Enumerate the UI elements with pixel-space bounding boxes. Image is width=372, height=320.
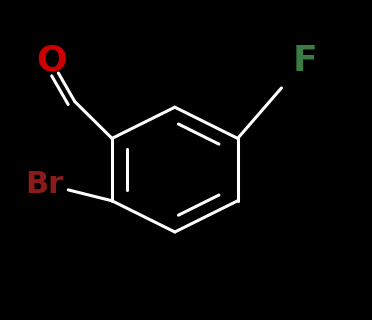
Text: F: F: [293, 44, 317, 78]
Text: Br: Br: [26, 170, 64, 198]
Text: O: O: [36, 44, 67, 78]
